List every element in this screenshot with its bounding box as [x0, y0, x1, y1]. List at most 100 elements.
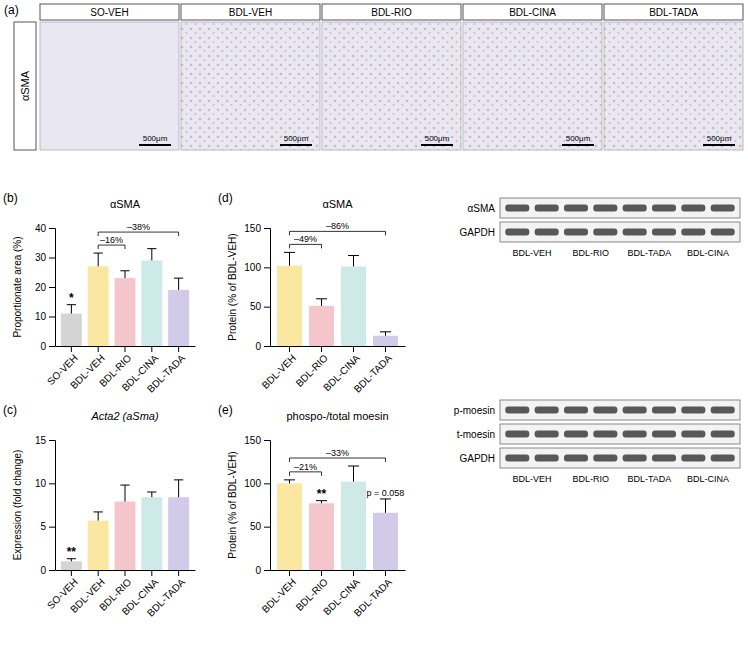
comparison-label: –49%: [294, 234, 317, 244]
significance-label: p = 0.058: [367, 488, 405, 498]
y-tick: 100: [244, 262, 270, 273]
comparison-bracket: [98, 232, 178, 236]
axis-line: [264, 441, 271, 571]
chart-title: αSMA: [110, 198, 141, 210]
blot-band: [505, 431, 529, 438]
panel-label: (a): [4, 3, 19, 17]
comparison-label: –38%: [127, 222, 150, 232]
y-tick-label: 50: [250, 521, 262, 532]
x-tick: BDL-VEH: [260, 346, 298, 391]
blot-band: [535, 407, 559, 414]
tick-mark: [151, 570, 152, 576]
scale-bar: [562, 144, 594, 146]
blot-strip: [500, 424, 740, 444]
significance-label: **: [67, 545, 77, 559]
error-bar: [120, 271, 129, 278]
x-tick: BDL-TADA: [352, 346, 394, 395]
tick-mark: [98, 570, 99, 576]
y-tick: 0: [40, 565, 55, 576]
y-tick-label: 5: [40, 521, 46, 532]
error-bar: [174, 278, 183, 290]
column-header-box: [40, 4, 179, 20]
y-tick-label: 0: [40, 565, 46, 576]
tick-mark: [49, 346, 55, 347]
blot-band: [711, 205, 735, 212]
micrograph-stain: [322, 22, 461, 150]
blot-band: [564, 407, 588, 414]
blot-band: [564, 431, 588, 438]
y-tick: 10: [35, 478, 55, 489]
tick-mark: [264, 570, 270, 571]
blot-band: [652, 229, 676, 236]
y-axis-title: Protein (% of BDL-VEH): [227, 451, 238, 558]
micrograph: [463, 22, 602, 150]
blot-band: [681, 229, 705, 236]
blot-strip: [500, 222, 740, 242]
significance-label: **: [317, 487, 327, 501]
y-tick: 15: [35, 435, 55, 446]
tick-mark: [264, 483, 270, 484]
blot-strip: [500, 198, 740, 218]
y-tick-label: 50: [250, 301, 262, 312]
blot-lane-label: BDL-TADA: [627, 474, 671, 484]
scale-bar: [703, 144, 735, 146]
x-axis: BDL-VEHBDL-RIOBDL-CINABDL-TADA: [260, 570, 406, 619]
bar: [88, 266, 109, 346]
y-tick-label: 150: [244, 223, 261, 234]
tick-mark: [49, 570, 55, 571]
y-tick: 150: [244, 435, 270, 446]
blot-strip: [500, 400, 740, 420]
x-tick-label: BDL-VEH: [260, 352, 298, 390]
scale-bar-label: 500μm: [707, 134, 732, 143]
bar: [373, 513, 398, 570]
figure: (a)αSMASO-VEH500μmBDL-VEH500μmBDL-RIO500…: [0, 0, 748, 648]
scale-bar-label: 500μm: [143, 134, 168, 143]
tick-mark: [49, 258, 55, 259]
blot-lane-label: BDL-RIO: [572, 248, 609, 258]
tick-mark: [264, 527, 270, 528]
column-header: BDL-CINA: [509, 7, 556, 18]
y-tick: 50: [250, 301, 270, 312]
column-header-box: [604, 4, 743, 20]
tick-mark: [321, 570, 322, 576]
y-tick: 5: [40, 521, 55, 532]
blot-band: [593, 205, 617, 212]
blot-lane-label: BDL-CINA: [687, 248, 729, 258]
tick-mark: [49, 440, 55, 441]
y-tick-label: 20: [35, 282, 47, 293]
bar: [141, 497, 162, 570]
blot-band: [623, 205, 647, 212]
bar: [115, 502, 136, 570]
blot-band: [652, 205, 676, 212]
y-tick-label: 0: [255, 565, 261, 576]
blot-band: [711, 229, 735, 236]
chart: 010203040SO-VEHBDL-VEHBDL-RIOBDL-CINABDL…: [3, 191, 196, 395]
tick-mark: [151, 346, 152, 352]
bar: [61, 314, 82, 346]
error-bar: [120, 485, 129, 501]
column-header: SO-VEH: [90, 7, 128, 18]
comparison-bracket: [290, 244, 322, 248]
blot-row-label: t-moesin: [457, 429, 495, 440]
tick-mark: [49, 287, 55, 288]
bar: [168, 497, 189, 570]
blot-lane-label: BDL-VEH: [512, 474, 551, 484]
bar: [309, 306, 334, 346]
blot-lane-label: BDL-RIO: [572, 474, 609, 484]
comparison-bracket: [290, 458, 386, 462]
error-bar: [284, 480, 295, 483]
chart-title: αSMA: [322, 198, 353, 210]
comparison-label: –86%: [326, 221, 349, 231]
error-bar: [94, 512, 103, 521]
blot-band: [593, 407, 617, 414]
tick-mark: [321, 346, 322, 352]
tick-mark: [264, 346, 270, 347]
y-tick-label: 10: [35, 311, 47, 322]
panel-label: (e): [218, 403, 233, 417]
tick-mark: [49, 527, 55, 528]
blot-band: [652, 455, 676, 462]
blot-band: [652, 407, 676, 414]
x-tick-label: BDL-TADA: [352, 576, 394, 618]
tick-mark: [178, 570, 179, 576]
tick-mark: [125, 346, 126, 352]
